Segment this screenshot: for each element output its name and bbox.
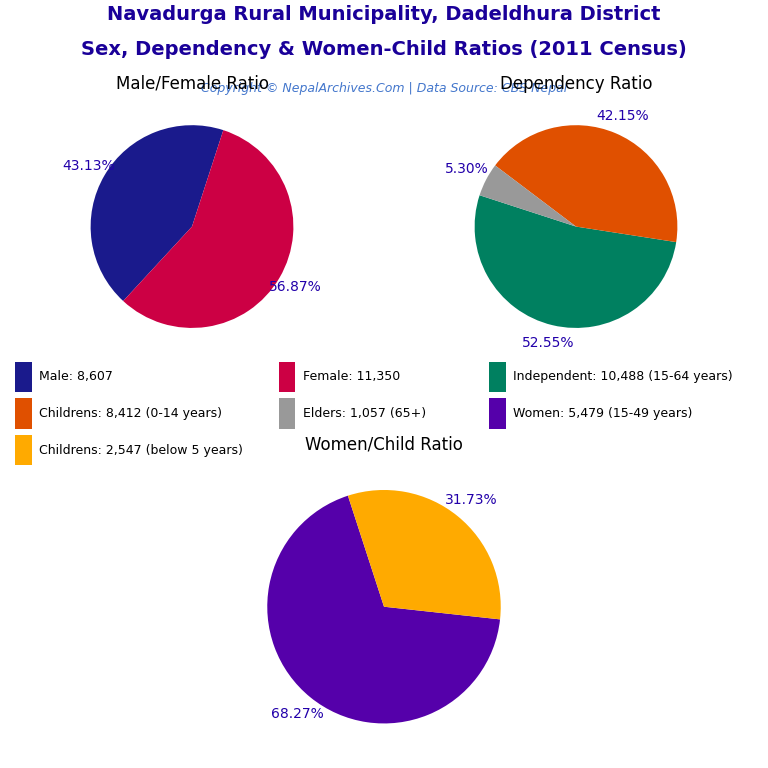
- Bar: [15, 362, 31, 392]
- Bar: [15, 435, 31, 465]
- Wedge shape: [475, 195, 676, 328]
- Text: 5.30%: 5.30%: [445, 162, 488, 177]
- Title: Women/Child Ratio: Women/Child Ratio: [305, 435, 463, 454]
- Bar: [489, 399, 506, 429]
- Wedge shape: [267, 495, 500, 723]
- Bar: [279, 399, 295, 429]
- Text: Male: 8,607: Male: 8,607: [39, 370, 113, 383]
- Text: Female: 11,350: Female: 11,350: [303, 370, 400, 383]
- Text: Independent: 10,488 (15-64 years): Independent: 10,488 (15-64 years): [514, 370, 733, 383]
- Wedge shape: [123, 130, 293, 328]
- Wedge shape: [91, 125, 223, 301]
- Text: Elders: 1,057 (65+): Elders: 1,057 (65+): [303, 407, 425, 420]
- Text: 31.73%: 31.73%: [445, 493, 497, 507]
- Wedge shape: [495, 125, 677, 242]
- Bar: [15, 399, 31, 429]
- Text: 56.87%: 56.87%: [269, 280, 322, 294]
- Text: 68.27%: 68.27%: [271, 707, 323, 720]
- Text: Women: 5,479 (15-49 years): Women: 5,479 (15-49 years): [514, 407, 693, 420]
- Bar: [489, 362, 506, 392]
- Title: Dependency Ratio: Dependency Ratio: [500, 74, 652, 93]
- Text: Copyright © NepalArchives.Com | Data Source: CBS Nepal: Copyright © NepalArchives.Com | Data Sou…: [201, 82, 567, 95]
- Bar: [279, 362, 295, 392]
- Wedge shape: [348, 490, 501, 619]
- Text: 43.13%: 43.13%: [62, 159, 115, 173]
- Text: 52.55%: 52.55%: [522, 336, 574, 350]
- Wedge shape: [479, 165, 576, 227]
- Text: 42.15%: 42.15%: [596, 109, 649, 124]
- Text: Childrens: 8,412 (0-14 years): Childrens: 8,412 (0-14 years): [39, 407, 222, 420]
- Title: Male/Female Ratio: Male/Female Ratio: [115, 74, 269, 93]
- Text: Sex, Dependency & Women-Child Ratios (2011 Census): Sex, Dependency & Women-Child Ratios (20…: [81, 40, 687, 59]
- Text: Navadurga Rural Municipality, Dadeldhura District: Navadurga Rural Municipality, Dadeldhura…: [108, 5, 660, 24]
- Text: Childrens: 2,547 (below 5 years): Childrens: 2,547 (below 5 years): [39, 444, 243, 456]
